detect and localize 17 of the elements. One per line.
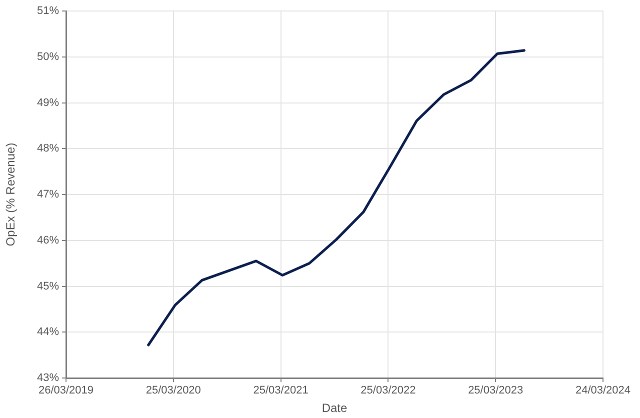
- x-tick-label: 26/03/2019: [38, 384, 94, 397]
- x-tick-label: 25/03/2020: [146, 384, 201, 397]
- y-tick-label: 51%: [36, 5, 60, 18]
- y-tick-label: 43%: [36, 372, 60, 384]
- y-tick-label: 45%: [36, 280, 60, 292]
- y-axis-title: OpEx (% Revenue): [4, 142, 18, 246]
- y-tick-label: 46%: [36, 234, 60, 246]
- x-axis-title: Date: [322, 401, 348, 416]
- x-tick-label: 24/03/2024: [575, 384, 631, 397]
- y-tick-label: 49%: [36, 96, 60, 109]
- x-tick-label: 25/03/2023: [468, 384, 524, 397]
- y-tick-label: 47%: [36, 188, 60, 201]
- y-tick-label: 44%: [36, 326, 60, 338]
- x-tick-label: 25/03/2022: [360, 384, 416, 397]
- y-tick-label: 48%: [36, 142, 60, 155]
- x-tick-label: 25/03/2021: [253, 384, 308, 397]
- y-tick-label: 50%: [36, 50, 60, 63]
